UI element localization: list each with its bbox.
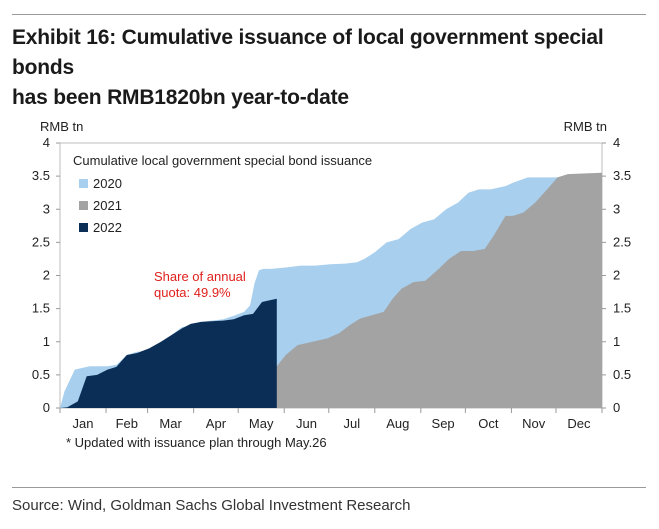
series-areas	[60, 172, 602, 408]
exhibit-title-line1: Exhibit 16: Cumulative issuance of local…	[12, 26, 604, 79]
y-tick-label-left: 2.5	[32, 234, 50, 249]
y-tick-label-left: 3.5	[32, 168, 50, 183]
area-series-2022	[60, 298, 277, 408]
y-tick-label-right: 2	[613, 268, 620, 283]
y-axis-right-label: RMB tn	[564, 119, 607, 134]
legend: Cumulative local government special bond…	[73, 153, 372, 235]
y-tick-label-left: 1.5	[32, 301, 50, 316]
legend-swatch-2020	[79, 179, 88, 188]
axes: 0 0 0.5 0.5 1 1 1.5 1.5 2 2 2.5 2.5 3 3 3.5 3.5 4 4 Jan Feb…	[32, 135, 631, 431]
x-tick-label-mar: Mar	[159, 416, 182, 431]
y-tick-label-right: 0.5	[613, 367, 631, 382]
y-tick-label-right: 4	[613, 135, 620, 150]
bottom-rule	[12, 487, 646, 488]
y-tick-label-right: 1	[613, 334, 620, 349]
annotation-line1: Share of annual	[154, 269, 246, 284]
y-tick-label-left: 0.5	[32, 367, 50, 382]
x-tick-label-jan: Jan	[73, 416, 94, 431]
top-rule	[12, 14, 646, 15]
y-tick-label-left: 1	[43, 334, 50, 349]
legend-label-2021: 2021	[93, 198, 122, 213]
x-tick-label-apr: Apr	[206, 416, 227, 431]
legend-title: Cumulative local government special bond…	[73, 153, 372, 168]
y-tick-label-left: 4	[43, 135, 50, 150]
x-tick-label-oct: Oct	[478, 416, 499, 431]
y-tick-label-right: 1.5	[613, 301, 631, 316]
x-tick-label-sep: Sep	[432, 416, 455, 431]
legend-swatch-2022	[79, 223, 88, 232]
y-tick-label-right: 3.5	[613, 168, 631, 183]
x-tick-label-aug: Aug	[386, 416, 409, 431]
y-tick-label-left: 2	[43, 268, 50, 283]
y-axis-left-label: RMB tn	[40, 119, 83, 134]
legend-label-2020: 2020	[93, 176, 122, 191]
x-tick-label-nov: Nov	[522, 416, 546, 431]
quota-annotation: Share of annual quota: 49.9%	[154, 269, 246, 300]
chart: 0 0 0.5 0.5 1 1 1.5 1.5 2 2 2.5 2.5 3 3 3.5 3.5 4 4 Jan Feb…	[32, 119, 631, 450]
exhibit-title: Exhibit 16: Cumulative issuance of local…	[12, 23, 652, 113]
legend-label-2022: 2022	[93, 220, 122, 235]
legend-swatch-2021	[79, 201, 88, 210]
source-note: Source: Wind, Goldman Sachs Global Inves…	[12, 497, 411, 514]
y-tick-label-left: 3	[43, 201, 50, 216]
footnote: * Updated with issuance plan through May…	[66, 435, 327, 450]
y-tick-label-right: 0	[613, 400, 620, 415]
y-tick-label-right: 3	[613, 201, 620, 216]
area-series-2021	[250, 172, 602, 408]
x-tick-label-jul: Jul	[343, 416, 360, 431]
x-tick-label-jun: Jun	[296, 416, 317, 431]
x-tick-label-dec: Dec	[567, 416, 591, 431]
x-tick-label-may: May	[249, 416, 274, 431]
y-tick-label-left: 0	[43, 400, 50, 415]
x-tick-label-feb: Feb	[116, 416, 138, 431]
exhibit-title-line2: has been RMB1820bn year-to-date	[12, 86, 349, 109]
y-tick-label-right: 2.5	[613, 234, 631, 249]
annotation-line2: quota: 49.9%	[154, 285, 231, 300]
